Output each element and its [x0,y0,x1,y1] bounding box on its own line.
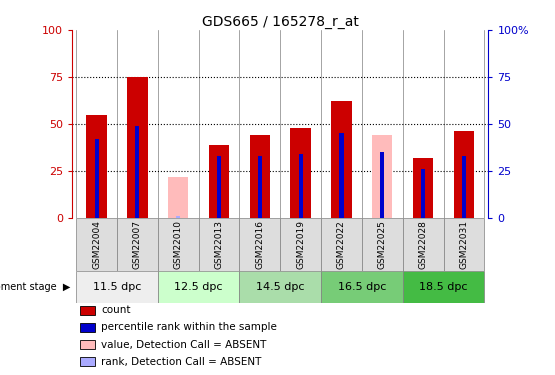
Text: 11.5 dpc: 11.5 dpc [93,282,141,292]
Text: GSM22022: GSM22022 [337,220,346,268]
Bar [80,323,95,332]
Bar [127,77,148,218]
Text: 16.5 dpc: 16.5 dpc [337,282,386,292]
Text: value, Detection Call = ABSENT: value, Detection Call = ABSENT [102,340,266,350]
Bar [176,216,180,218]
Bar [280,218,321,271]
Bar [239,218,280,271]
Text: GSM22010: GSM22010 [174,220,183,269]
Text: GSM22031: GSM22031 [460,220,468,269]
Text: GSM22004: GSM22004 [92,220,101,268]
Bar [117,218,158,271]
Text: GSM22016: GSM22016 [255,220,264,269]
Bar [258,156,262,218]
Bar [462,156,466,218]
Bar [331,101,352,218]
Text: GSM22013: GSM22013 [215,220,224,269]
Bar [340,133,344,218]
Bar [250,135,270,218]
Text: percentile rank within the sample: percentile rank within the sample [102,322,277,333]
Bar [217,156,221,218]
Bar [94,139,99,218]
Text: count: count [102,305,131,315]
Bar [76,271,158,303]
Bar [239,271,321,303]
Bar [87,114,107,218]
Bar [321,218,362,271]
Bar [299,154,302,218]
Bar [209,145,229,218]
Bar [76,218,117,271]
Text: 14.5 dpc: 14.5 dpc [256,282,305,292]
Text: rank, Detection Call = ABSENT: rank, Detection Call = ABSENT [102,357,261,367]
Text: 12.5 dpc: 12.5 dpc [174,282,223,292]
Bar [380,152,384,218]
Text: GSM22025: GSM22025 [378,220,387,268]
Bar [80,306,95,315]
Bar [80,340,95,350]
Bar [135,126,139,218]
Bar [168,177,189,218]
Bar [362,218,403,271]
Bar [158,271,239,303]
Bar [158,218,199,271]
Bar [454,131,474,218]
Bar [199,218,239,271]
Text: GSM22019: GSM22019 [296,220,305,269]
Bar [443,218,485,271]
Bar [413,158,433,218]
Bar [372,135,392,218]
Text: development stage  ▶: development stage ▶ [0,282,70,292]
Bar [421,169,425,218]
Bar [290,128,311,218]
Text: GSM22007: GSM22007 [133,220,142,269]
Text: 18.5 dpc: 18.5 dpc [419,282,468,292]
Bar [403,271,485,303]
Bar [321,271,403,303]
Bar [80,357,95,366]
Bar [403,218,443,271]
Title: GDS665 / 165278_r_at: GDS665 / 165278_r_at [202,15,359,29]
Text: GSM22028: GSM22028 [418,220,427,268]
